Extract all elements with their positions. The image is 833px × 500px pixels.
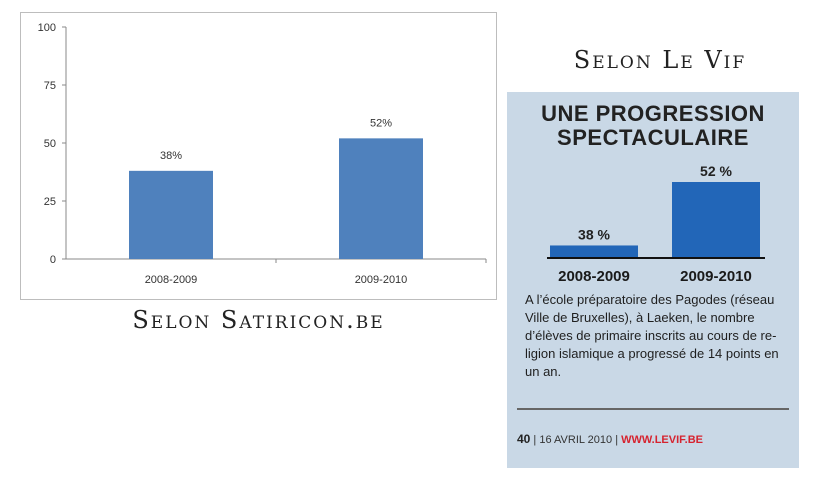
- data-label: 38%: [160, 150, 182, 162]
- bar: [129, 170, 213, 259]
- levif-title-line-1: UNE PROGRESSION: [541, 101, 765, 126]
- category-label: 2008-2009: [558, 268, 630, 285]
- category-label: 2009-2010: [355, 274, 408, 286]
- levif-body-text: A l’école préparatoire des Pagodes (rése…: [525, 292, 779, 379]
- data-label: 52 %: [700, 163, 732, 179]
- levif-footer: 40 | 16 AVRIL 2010 | WWW.LEVIF.BE: [517, 432, 703, 446]
- levif-caption: Selon Le Vif: [573, 46, 747, 74]
- levif-page-number: 40: [517, 432, 531, 446]
- levif-footer-sep-2: |: [615, 434, 622, 446]
- data-label: 38 %: [578, 226, 610, 242]
- levif-footer-sep-1: |: [533, 434, 540, 446]
- levif-footer-url: WWW.LEVIF.BE: [621, 434, 703, 446]
- y-tick-label: 75: [44, 80, 56, 92]
- y-tick-label: 0: [50, 254, 56, 266]
- bar: [672, 182, 760, 258]
- levif-title: UNE PROGRESSION SPECTACULAIRE: [507, 102, 799, 150]
- satiricon-caption: Selon Satiricon.be: [132, 306, 385, 334]
- y-tick-label: 100: [38, 22, 56, 34]
- satiricon-chart-frame: 0 25 50 75 100 38% 2008-2009 52% 2009-2010: [20, 12, 497, 300]
- category-label: 2009-2010: [680, 268, 752, 285]
- y-tick-label: 25: [44, 196, 56, 208]
- data-label: 52%: [370, 117, 392, 129]
- bar: [550, 245, 638, 258]
- satiricon-bar-chart: 0 25 50 75 100 38% 2008-2009 52% 2009-2010: [38, 22, 487, 286]
- levif-title-line-2: SPECTACULAIRE: [557, 125, 749, 150]
- levif-divider: [517, 408, 789, 410]
- levif-footer-date: 16 AVRIL 2010: [539, 434, 613, 446]
- levif-bar-chart: 38 % 2008-2009 52 % 2009-2010: [547, 163, 765, 285]
- category-label: 2008-2009: [145, 274, 198, 286]
- levif-clipping: UNE PROGRESSION SPECTACULAIRE 38 % 2008-2…: [507, 92, 799, 468]
- y-tick-label: 50: [44, 138, 56, 150]
- bar: [339, 138, 423, 259]
